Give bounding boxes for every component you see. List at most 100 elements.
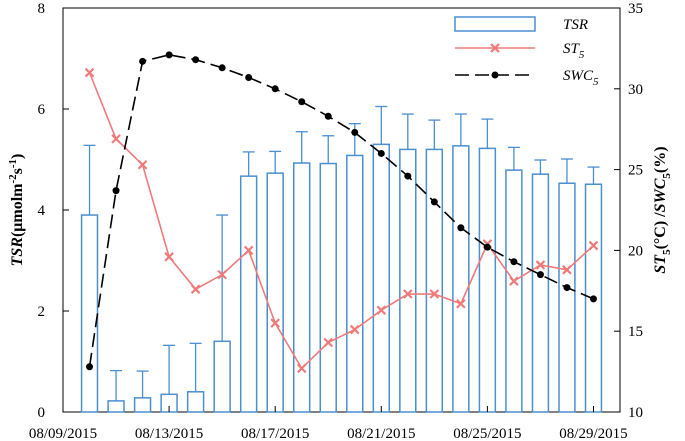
swc5-point [245,73,253,81]
swc5-point [218,64,226,72]
st5-point [588,240,599,251]
st5-point [403,289,413,299]
x-tick-label: 08/17/2015 [241,426,309,441]
swc5-point [457,224,465,232]
y-left-title-sup1: -2 [7,174,19,184]
st5-point [349,324,360,335]
legend-swatch-swc5-marker [491,71,499,79]
st5-point [562,265,572,275]
swc5-point [563,284,571,292]
legend-label-sub: 5 [593,76,599,88]
plot-frame [62,7,621,413]
tsr-bar [478,147,497,413]
legend-label: SWC5 [563,68,599,88]
y-left-title-unit: (μmolm [9,183,26,237]
y-left-tick-label: 8 [38,1,46,17]
y-left-title: TSR(μmolm-2s-1) [7,154,26,267]
tsr-bar [239,175,258,413]
st5-marker-stroke [270,318,280,328]
x-tick-label: 08/25/2015 [453,426,521,441]
y-left-tick-label: 6 [38,102,46,118]
swc5-point [404,172,412,180]
tsr-bar [266,172,284,413]
tsr-bar [505,169,523,413]
swc5-line [88,54,594,367]
swc5-point [430,198,438,206]
st5-point [243,245,254,256]
st5-marker-stroke [190,284,201,294]
st5-point [376,305,387,315]
y-right-tick-label: 35 [628,1,643,17]
y-left-tick-label: 2 [38,304,46,320]
y-right-tick-label: 25 [628,163,643,179]
st5-marker-stroke [535,260,546,270]
y-left-tick-label: 0 [38,405,46,421]
st5-point [164,252,174,262]
swc5-point [139,57,147,65]
swc5-point [536,271,544,279]
st5-marker-stroke [111,134,121,144]
tsr-bar [531,173,550,413]
swc5-series [86,51,597,371]
x-tick-label: 08/29/2015 [559,426,627,441]
st5-marker-stroke [588,240,599,251]
y-left-title-mid: s [9,168,26,174]
x-axis: 08/09/2015 08/13/2015 08/17/2015 08/21/2015… [29,406,628,441]
tsr-bar [133,397,152,413]
st5-point [137,159,148,170]
y-right-tick-label: 10 [628,405,643,421]
st5-point [84,67,95,78]
st5-marker-stroke [323,337,334,348]
legend-swatch-st5-marker [490,43,500,53]
st5-marker-stroke [429,289,440,299]
st5-marker-stroke [403,289,413,299]
tsr-bar [346,154,364,413]
st5-point [111,134,121,144]
legend-label-name: ST [563,41,581,57]
y-right-title: ST5(°C) /SWC5(%) [652,146,673,273]
st5-line [88,72,595,370]
y-right-tick-label: 15 [628,324,643,340]
st5-point [509,276,519,286]
st5-marker-stroke [509,276,519,286]
st5-point [190,284,201,294]
swc5-point [112,187,120,195]
swc5-point [351,128,359,136]
st5-marker-stroke [243,245,254,256]
tsr-bar [186,391,205,413]
x-tick-label: 08/13/2015 [135,426,203,441]
swc5-point [377,149,385,157]
tsr-bar [399,148,417,413]
st5-point [535,260,546,270]
y-right-tick-label: 20 [628,243,643,259]
x-tick-label: 08/21/2015 [347,426,415,441]
y-right-title-mid: (°C) / [652,212,669,250]
st5-point [217,269,227,280]
svg-text:ST5(°C) /SWC5(%): ST5(°C) /SWC5(%) [652,146,673,273]
y-right-title-pct: (%) [652,146,669,173]
y-right-title-st: ST [652,254,669,274]
tsr-bar [452,145,470,413]
swc5-point [589,295,597,303]
st5-marker-stroke [376,305,387,315]
y-left-tick-label: 4 [38,203,46,219]
y-left-title-sup2: -1 [7,159,19,168]
legend-label-name: SWC [563,68,594,84]
st5-point [270,318,280,328]
st5-marker-stroke [164,252,174,262]
y-left-axis: 0 2 4 6 8 [38,1,69,421]
swc5-point [483,243,491,251]
legend-label: TSR [563,17,588,33]
tsr-bar [425,148,444,413]
swc5-point [510,258,518,266]
st5-point [296,363,307,374]
tsr-bars [80,105,603,413]
tsr-bar [558,182,576,413]
swc5-point [298,98,306,106]
svg-text:TSR(μmolm-2s-1): TSR(μmolm-2s-1) [7,154,26,267]
swc5-point [271,85,279,93]
legend-label: ST5 [563,41,585,61]
st5-marker-stroke [456,298,466,309]
